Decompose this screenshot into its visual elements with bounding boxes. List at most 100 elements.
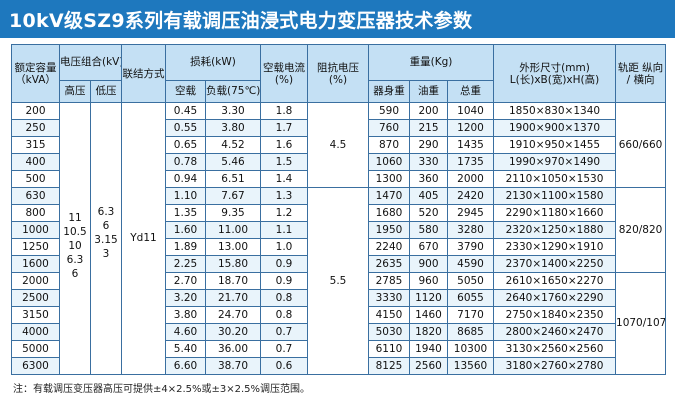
cell-dimensions: 3130×2560×2560: [493, 340, 617, 358]
table-row: 630 1.10 7.67 1.3 5.5 1470 405 2420 2130×1100×15…: [11, 187, 667, 375]
cell-no-load-current: 0.7: [260, 340, 308, 358]
title-bar: 10kV级SZ9系列有载调压油浸式电力变压器技术参数: [0, 0, 675, 38]
cell-no-load-current: 1.2: [260, 204, 308, 222]
cell-body-weight: 5030: [368, 323, 410, 341]
cell-no-load-current: 1.5: [260, 153, 308, 171]
table-row: 315 0.65 4.52 1.6 870 290 1435 1910×950×1455: [11, 136, 666, 154]
cell-load-loss: 36.00: [205, 340, 261, 358]
cell-load-loss: 21.70: [205, 289, 261, 307]
table-row: 4000 4.60 30.20 0.7 5030 1820 8685 2800×2460×24…: [11, 323, 666, 341]
cell-load-loss: 9.35: [205, 204, 261, 222]
cell-body-weight: 590: [368, 102, 410, 120]
cell-load-loss: 38.70: [205, 357, 261, 375]
cell-body-weight: 4150: [368, 306, 410, 324]
cell-oil-weight: 580: [409, 221, 448, 239]
cell-total-weight: 3790: [446, 238, 495, 256]
table-body: 200 11 10.5 10 6.3 6 6.3 6 3.15 3 Yd11 0.45 3.30 1.8 4…: [11, 102, 667, 375]
cell-dimensions: 2290×1180×1660: [493, 204, 617, 222]
cell-oil-weight: 1820: [409, 323, 448, 341]
cell-no-load-current: 1.4: [260, 170, 308, 188]
cell-no-load-loss: 1.89: [165, 238, 206, 256]
cell-load-loss: 3.80: [205, 119, 261, 137]
cell-load-loss: 3.30: [205, 102, 261, 120]
cell-dimensions: 2610×1650×2270: [493, 272, 617, 290]
header-lv: 低压: [90, 80, 122, 103]
cell-no-load-current: 0.8: [260, 306, 308, 324]
cell-capacity: 3150: [11, 306, 60, 324]
cell-load-loss: 7.67: [205, 187, 261, 205]
table-row: 1250 1.89 13.00 1.0 2240 670 3790 2330×1290×191…: [11, 238, 666, 256]
cell-no-load-current: 1.7: [260, 119, 308, 137]
cell-connection: Yd11: [121, 102, 166, 375]
table-row: 250 0.55 3.80 1.7 760 215 1200 1900×900×1370: [11, 119, 666, 137]
cell-hv-values: 11 10.5 10 6.3 6: [59, 102, 91, 375]
cell-dimensions: 2370×1400×2250: [493, 255, 617, 273]
cell-total-weight: 6055: [446, 289, 495, 307]
cell-load-loss: 6.51: [205, 170, 261, 188]
cell-total-weight: 8685: [446, 323, 495, 341]
cell-body-weight: 1680: [368, 204, 410, 222]
cell-oil-weight: 520: [409, 204, 448, 222]
cell-no-load-current: 0.8: [260, 289, 308, 307]
cell-capacity: 500: [11, 170, 60, 188]
cell-no-load-current: 1.3: [260, 187, 308, 205]
cell-capacity: 200: [11, 102, 60, 120]
cell-oil-weight: 900: [409, 255, 448, 273]
cell-dimensions: 2320×1250×1880: [493, 221, 617, 239]
cell-oil-weight: 330: [409, 153, 448, 171]
cell-total-weight: 10300: [446, 340, 495, 358]
header-hv: 高压: [59, 80, 91, 103]
cell-oil-weight: 2560: [409, 357, 448, 375]
table-row: 5000 5.40 36.00 0.7 6110 1940 10300 3130×2560×2…: [11, 340, 666, 358]
cell-body-weight: 3330: [368, 289, 410, 307]
table-row: 1600 2.25 15.80 0.9 2635 900 4590 2370×1400×225…: [11, 255, 666, 273]
cell-load-loss: 15.80: [205, 255, 261, 273]
cell-body-weight: 6110: [368, 340, 410, 358]
table-row: 6300 6.60 38.70 0.6 8125 2560 13560 3180×2760×2…: [11, 357, 666, 375]
header-voltage-group: 电压组合(kV): [59, 44, 122, 81]
page-title: 10kV级SZ9系列有载调压油浸式电力变压器技术参数: [9, 10, 473, 32]
cell-capacity: 2000: [11, 272, 60, 290]
cell-body-weight: 1950: [368, 221, 410, 239]
table-row: 400 0.78 5.46 1.5 1060 330 1735 1990×970×1490: [11, 153, 666, 171]
cell-capacity: 1000: [11, 221, 60, 239]
header-gauge: 轨距 纵向 / 横向: [615, 44, 667, 103]
cell-total-weight: 2000: [446, 170, 495, 188]
cell-total-weight: 3280: [446, 221, 495, 239]
cell-no-load-loss: 5.40: [165, 340, 206, 358]
cell-oil-weight: 670: [409, 238, 448, 256]
cell-oil-weight: 1940: [409, 340, 448, 358]
cell-body-weight: 2240: [368, 238, 410, 256]
cell-capacity: 630: [11, 187, 60, 205]
cell-dimensions: 2640×1760×2290: [493, 289, 617, 307]
cell-load-loss: 24.70: [205, 306, 261, 324]
cell-load-loss: 30.20: [205, 323, 261, 341]
cell-total-weight: 7170: [446, 306, 495, 324]
table-row: 2000 2.70 18.70 0.9 2785 960 5050 2610×1650×227…: [11, 272, 667, 375]
cell-dimensions: 2330×1290×1910: [493, 238, 617, 256]
cell-body-weight: 1060: [368, 153, 410, 171]
cell-total-weight: 4590: [446, 255, 495, 273]
cell-body-weight: 760: [368, 119, 410, 137]
cell-no-load-current: 1.6: [260, 136, 308, 154]
cell-impedance: 4.5: [307, 102, 369, 188]
cell-no-load-loss: 4.60: [165, 323, 206, 341]
cell-no-load-current: 0.9: [260, 255, 308, 273]
cell-no-load-loss: 1.35: [165, 204, 206, 222]
cell-body-weight: 870: [368, 136, 410, 154]
cell-no-load-loss: 2.70: [165, 272, 206, 290]
cell-no-load-loss: 0.55: [165, 119, 206, 137]
cell-oil-weight: 215: [409, 119, 448, 137]
cell-capacity: 4000: [11, 323, 60, 341]
header-capacity: 额定容量（kVA）: [11, 44, 60, 103]
cell-body-weight: 1300: [368, 170, 410, 188]
header-loss: 损耗(kW): [165, 44, 261, 81]
cell-no-load-loss: 0.45: [165, 102, 206, 120]
header-impedance: 阻抗电压(%): [307, 44, 369, 103]
cell-total-weight: 2945: [446, 204, 495, 222]
header-body-weight: 器身重: [368, 80, 410, 103]
cell-oil-weight: 405: [409, 187, 448, 205]
cell-no-load-loss: 0.65: [165, 136, 206, 154]
cell-oil-weight: 960: [409, 272, 448, 290]
